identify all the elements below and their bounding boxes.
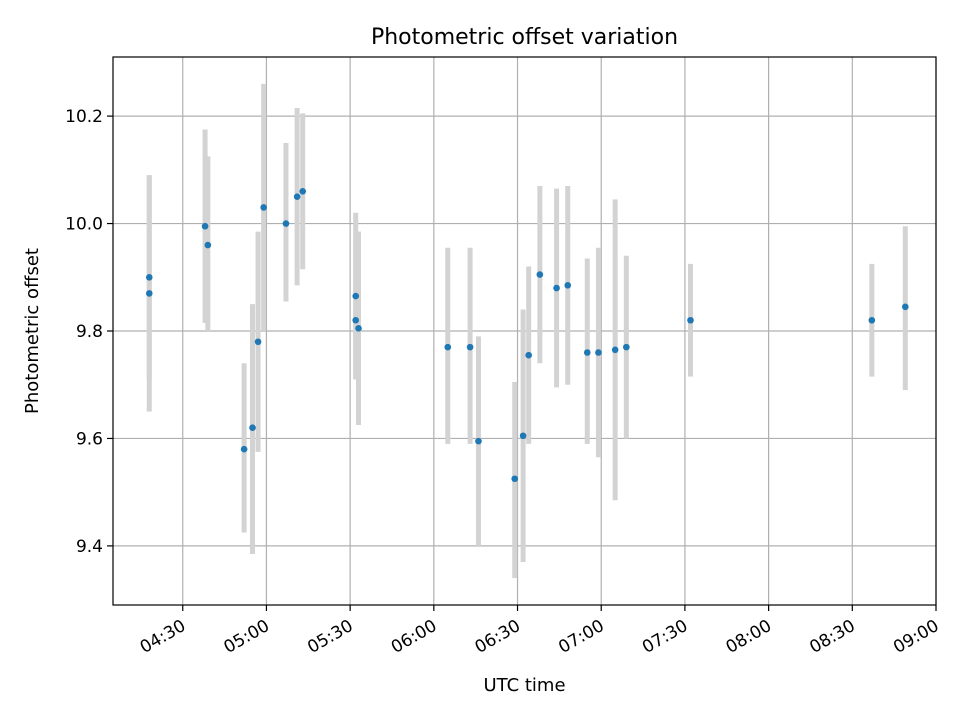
data-point <box>240 445 248 453</box>
data-point <box>902 303 909 311</box>
data-point <box>511 475 519 483</box>
data-point <box>564 282 572 289</box>
data-point <box>536 271 544 278</box>
x-tick-label: 09:00 <box>890 616 942 658</box>
data-point <box>444 343 452 351</box>
data-point <box>553 284 560 292</box>
data-point <box>352 316 360 324</box>
data-point <box>475 437 482 445</box>
x-axis-ticks: 04:30 05:00 05:30 06:00 06:30 07:00 07:30 08:00… <box>137 605 943 658</box>
data-point <box>201 222 209 230</box>
x-tick-label: 06:00 <box>388 616 440 658</box>
x-tick-label: 07:30 <box>639 616 691 658</box>
data-points <box>145 188 909 483</box>
y-tick-label: 9.6 <box>76 429 103 449</box>
y-tick-label: 10.0 <box>65 215 103 235</box>
data-point <box>254 338 262 346</box>
data-point <box>519 432 527 440</box>
x-tick-label: 06:30 <box>472 616 524 658</box>
y-tick-label: 10.2 <box>65 107 103 127</box>
data-point <box>355 325 362 332</box>
data-point <box>145 290 153 297</box>
data-point <box>687 316 694 324</box>
x-tick-label: 08:00 <box>723 616 775 658</box>
y-tick-label: 9.4 <box>76 537 103 557</box>
data-point <box>466 343 474 351</box>
data-point <box>611 346 619 354</box>
data-point <box>204 241 212 249</box>
data-point <box>299 188 307 195</box>
x-tick-label: 07:00 <box>555 616 607 658</box>
x-tick-label: 05:00 <box>221 616 273 658</box>
data-point <box>352 292 360 300</box>
data-point <box>249 424 256 432</box>
data-point <box>293 193 301 200</box>
data-point <box>623 343 630 351</box>
x-tick-label: 04:30 <box>137 616 189 658</box>
data-point <box>595 349 602 356</box>
data-point <box>260 204 267 211</box>
x-tick-label: 05:30 <box>304 616 356 658</box>
x-tick-label: 08:30 <box>806 616 858 658</box>
data-point <box>525 351 532 359</box>
y-tick-label: 9.8 <box>76 322 103 342</box>
x-axis-label: UTC time <box>483 675 565 696</box>
data-point <box>145 273 153 281</box>
chart-title: Photometric offset variation <box>371 25 678 50</box>
data-point <box>868 316 876 324</box>
data-point <box>583 349 591 356</box>
data-point <box>282 220 290 227</box>
y-axis-label: Photometric offset <box>22 248 43 414</box>
y-axis-ticks: 9.4 9.6 9.8 10.0 10.2 <box>65 107 113 557</box>
